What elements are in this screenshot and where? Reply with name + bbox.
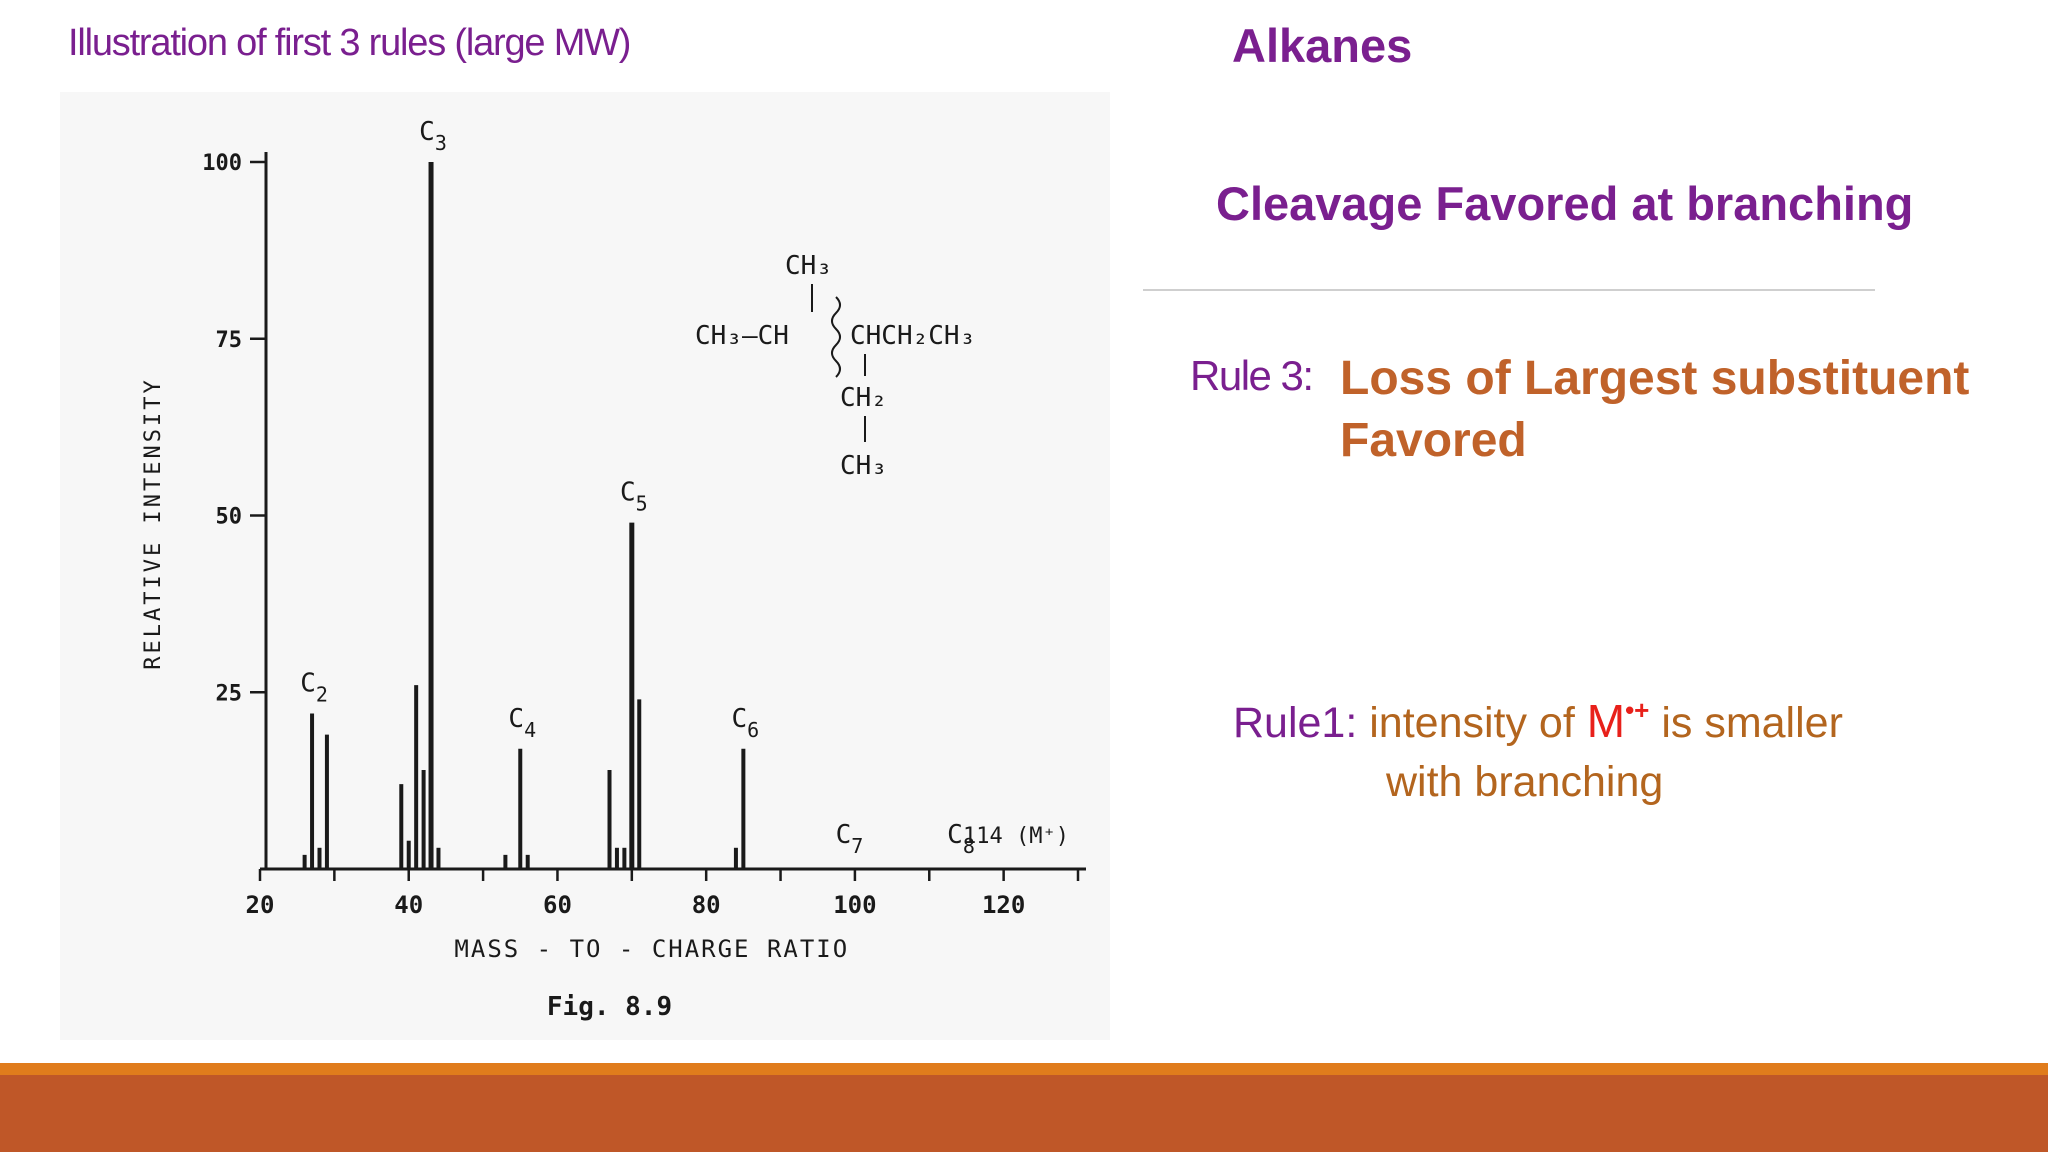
structure-top-methyl: CH₃ <box>785 251 832 281</box>
footer-accent-stripe <box>0 1063 2048 1075</box>
x-tick-label: 80 <box>692 891 721 919</box>
peak-label: C2 <box>300 668 328 706</box>
structure-main-right: CHCH₂CH₃ <box>850 321 975 351</box>
molecular-ion-symbol: M <box>1586 695 1626 747</box>
divider-line <box>1143 289 1875 291</box>
top-title: Illustration of first 3 rules (large MW) <box>68 22 631 64</box>
peak-label: C8 <box>947 820 975 858</box>
x-tick-label: 40 <box>394 891 423 919</box>
rule1-text-before: intensity of <box>1357 699 1587 747</box>
rule1-label: Rule1: <box>1233 699 1358 747</box>
x-axis-label: MASS - TO - CHARGE RATIO <box>454 935 849 963</box>
peak-label: C3 <box>419 117 447 155</box>
peak-label: C6 <box>732 704 760 742</box>
molecular-ion-label: 114 (M⁺) <box>963 824 1069 849</box>
y-tick-label: 75 <box>216 328 243 353</box>
x-tick-label: 60 <box>543 891 572 919</box>
heading-alkanes: Alkanes <box>1232 19 1413 72</box>
structure-main-left: CH₃—CH <box>695 321 789 351</box>
figure-caption: Fig. 8.9 <box>547 992 672 1022</box>
peak-label: C7 <box>836 820 864 858</box>
mass-spectrum-chart: 20 40 60 80 100 120 25 50 75 100 MASS - TO - CHARG… <box>141 117 1086 1022</box>
mass-spectrum-figure: 20 40 60 80 100 120 25 50 75 100 MASS - TO - CHARG… <box>60 92 1110 1040</box>
y-tick-label: 100 <box>202 151 242 176</box>
y-axis-label: RELATIVE INTENSITY <box>141 377 166 669</box>
rule3-label: Rule 3: <box>1190 352 1314 399</box>
rule3-text-line2: Favored <box>1340 414 1527 467</box>
x-tick-label: 20 <box>246 891 275 919</box>
rule3-text-line1: Loss of Largest substituent <box>1340 352 1970 405</box>
footer-bar <box>0 1075 2048 1152</box>
rule1-line2: with branching <box>1386 758 1664 806</box>
structure-branch-ch2: CH₂ <box>840 383 887 413</box>
y-tick-label: 25 <box>216 681 243 706</box>
cleavage-wavy-line <box>831 296 841 378</box>
rule1-text-after: is smaller <box>1649 699 1843 747</box>
x-tick-label: 100 <box>833 891 876 919</box>
y-tick-label: 50 <box>216 505 243 530</box>
structure-branch-ch3: CH₃ <box>840 451 887 481</box>
molecular-ion-charge: •+ <box>1625 695 1650 725</box>
subheading-cleavage: Cleavage Favored at branching <box>1216 177 1914 230</box>
peak-label: C5 <box>620 478 648 516</box>
x-tick-label: 120 <box>982 891 1025 919</box>
peak-label: C4 <box>508 704 536 742</box>
rule1-line1: Rule1: intensity of M•+ is smaller <box>1233 694 1843 748</box>
rule3-text: Loss of Largest substituent Favored <box>1340 348 2040 472</box>
